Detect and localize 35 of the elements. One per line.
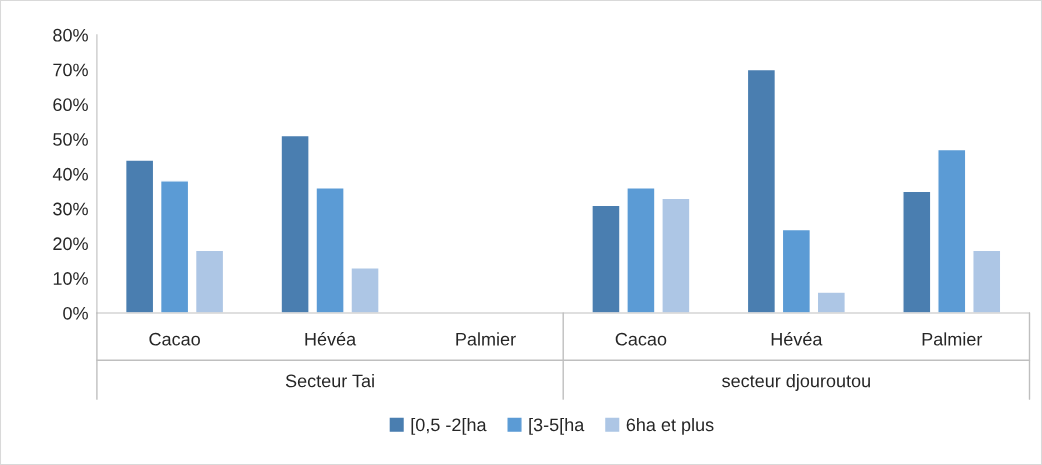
text: secteur djouroutou bbox=[722, 374, 870, 391]
y-tick-label: 80% bbox=[53, 28, 88, 42]
bar bbox=[626, 187, 656, 313]
text: Secteur Tai bbox=[285, 374, 374, 388]
bar bbox=[937, 148, 967, 313]
bar bbox=[661, 197, 691, 313]
x-tick-label: Palmier bbox=[922, 332, 983, 346]
bar bbox=[350, 267, 380, 313]
y-tick-label: 70% bbox=[53, 63, 88, 77]
bar bbox=[902, 190, 932, 313]
bar bbox=[124, 159, 155, 313]
bar bbox=[972, 249, 1002, 313]
x-tick-label: Cacao bbox=[149, 332, 200, 346]
y-tick-label: 60% bbox=[53, 98, 88, 112]
x-tick-label: Hévéa bbox=[771, 332, 823, 346]
y-tick-label: 40% bbox=[52, 167, 88, 181]
legend-label: [0,5 -2[ha bbox=[411, 417, 487, 435]
bar bbox=[591, 204, 621, 313]
x-tick-label: Hévéa bbox=[305, 332, 357, 346]
y-tick-label: 20% bbox=[53, 237, 88, 251]
bar bbox=[280, 134, 310, 313]
y-tick-label: 0% bbox=[63, 306, 88, 320]
bar bbox=[816, 291, 847, 313]
bar bbox=[781, 228, 812, 313]
y-tick-label: 10% bbox=[53, 272, 88, 285]
legend-label: 6ha et plus bbox=[626, 417, 714, 435]
x-tick-label: Cacao bbox=[615, 332, 667, 346]
legend-label: [3-5[ha bbox=[529, 417, 585, 435]
bar bbox=[159, 180, 190, 313]
x-tick-label: Palmier bbox=[456, 332, 516, 346]
bar bbox=[746, 68, 777, 313]
y-tick-label: 50% bbox=[53, 133, 88, 146]
bar bbox=[194, 249, 225, 313]
bar bbox=[315, 187, 345, 313]
y-tick-label: 30% bbox=[53, 202, 88, 216]
